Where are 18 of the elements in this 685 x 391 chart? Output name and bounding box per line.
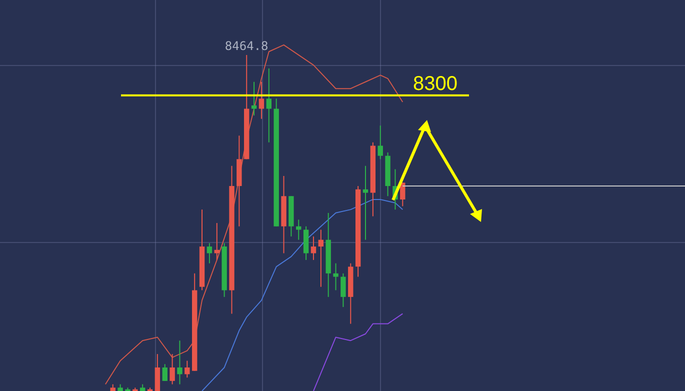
candlestick [206,242,212,264]
candlestick [154,354,160,391]
candlestick [362,165,368,240]
candlestick [251,81,257,116]
annotation: 8464.8 [224,39,268,54]
candlestick [340,272,346,308]
annotation: 8300 [413,72,458,95]
candlestick [378,125,383,160]
candlestick [333,262,338,291]
candlestick [266,68,272,143]
candlestick [162,364,168,382]
candlestick [177,340,182,385]
candlestick [258,81,264,120]
candlestick [184,360,190,378]
candlestick [318,229,324,288]
candlestick [310,236,316,260]
candlestick [170,354,175,385]
candlestick [303,226,309,260]
